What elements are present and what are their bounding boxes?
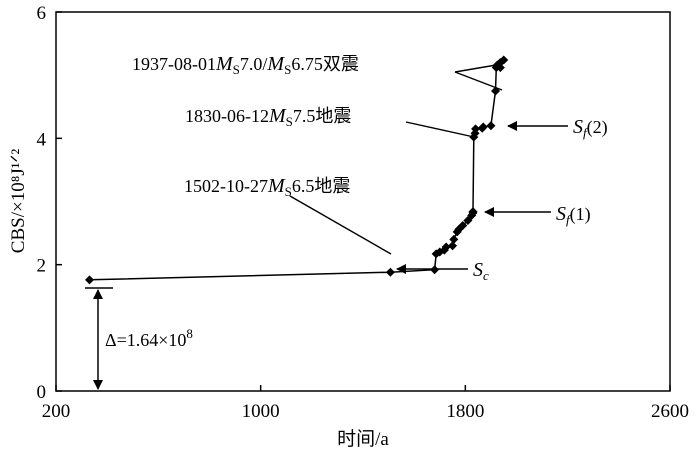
annotation-sf2: Sf(2) — [507, 116, 608, 140]
data-point — [448, 241, 458, 251]
x-tick-label: 2600 — [651, 401, 689, 422]
data-point — [441, 242, 451, 252]
x-tick-label: 1800 — [446, 401, 484, 422]
annotation-delta: Δ=1.64×108 — [85, 287, 193, 390]
y-tick-label: 0 — [37, 382, 47, 403]
plot-frame — [55, 11, 671, 392]
leader-1937-b — [454, 71, 503, 91]
y-tick-label: 6 — [37, 3, 47, 24]
data-point — [458, 221, 468, 231]
y-tick-label: 4 — [37, 129, 47, 150]
annotation-1937-earthquake: 1937-08-01MS7.0/MS6.75双震 — [132, 53, 503, 91]
svg-text:1502-10-27MS6.5地震: 1502-10-27MS6.5地震 — [184, 175, 350, 199]
svg-text:Sf(1): Sf(1) — [556, 203, 591, 227]
x-axis-title: 时间/a — [337, 428, 389, 450]
data-point — [478, 122, 488, 132]
series-line — [89, 59, 505, 281]
leader-1937-a — [454, 63, 503, 73]
data-point — [468, 207, 478, 217]
svg-text:Sf(2): Sf(2) — [573, 116, 608, 140]
leader-1502 — [289, 195, 392, 255]
annotation-sc: Sc — [396, 259, 489, 283]
x-tick-label: 200 — [42, 401, 71, 422]
svg-text:1937-08-01MS7.0/MS6.75双震: 1937-08-01MS7.0/MS6.75双震 — [132, 53, 359, 77]
svg-text:Δ=1.64×108: Δ=1.64×108 — [105, 326, 193, 350]
y-tick-label: 2 — [37, 256, 47, 277]
leader-1830 — [405, 121, 475, 138]
svg-text:Sc: Sc — [473, 259, 489, 283]
data-point — [471, 124, 481, 134]
data-point — [449, 234, 459, 244]
y-axis-title: CBS/×10⁸J¹ᐟ² — [8, 149, 29, 254]
data-point — [85, 275, 95, 285]
data-point — [385, 267, 395, 277]
annotation-1830-earthquake: 1830-06-12MS7.5地震 — [185, 105, 475, 138]
data-point — [486, 121, 496, 131]
data-point — [499, 55, 509, 65]
annotation-sf1: Sf(1) — [484, 203, 591, 227]
annotation-1502-earthquake: 1502-10-27MS6.5地震 — [184, 175, 392, 255]
svg-text:1830-06-12MS7.5地震: 1830-06-12MS7.5地震 — [185, 105, 351, 129]
x-tick-label: 1000 — [242, 401, 280, 422]
